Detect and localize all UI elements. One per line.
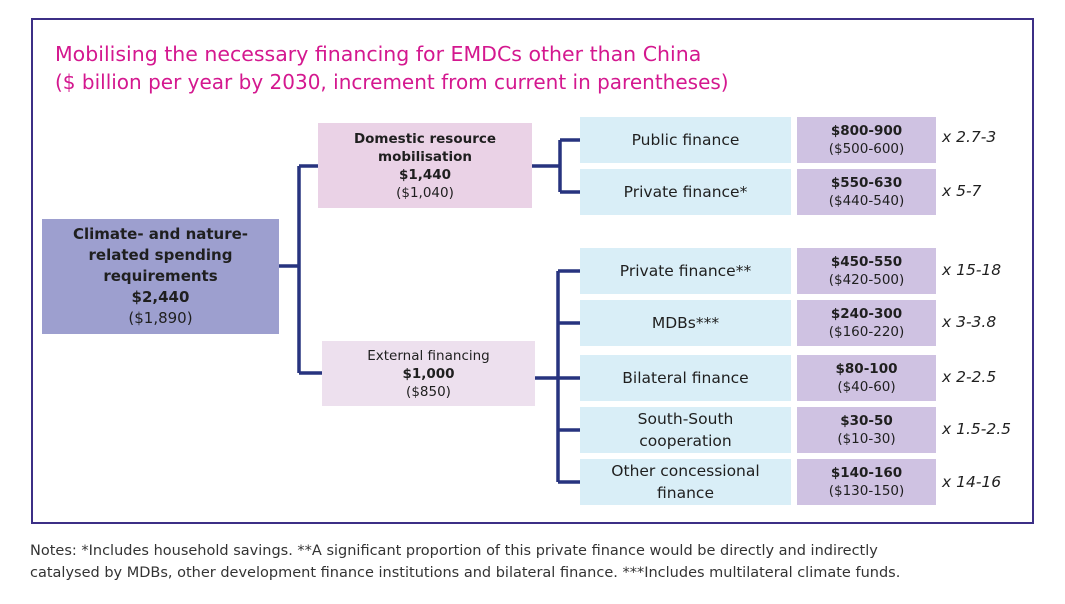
multiplier-south-south-cooperation: x 1.5-2.5 — [942, 420, 1011, 438]
root-value: $2,440 — [131, 288, 190, 306]
connector-external — [535, 269, 580, 484]
value-increment: ($10-30) — [837, 431, 896, 447]
value-increment: ($420-500) — [828, 272, 905, 288]
value-range: $800-900 — [830, 123, 903, 139]
value-box-private-finance-external: $450-550 ($420-500) — [797, 248, 936, 294]
figure-subtitle: ($ billion per year by 2030, increment f… — [55, 70, 729, 94]
source-label-line-1: South-South — [637, 410, 734, 428]
value-range: $550-630 — [830, 175, 903, 191]
value-range: $140-160 — [830, 465, 903, 481]
multiplier-private-finance-external: x 15-18 — [942, 261, 1002, 279]
value-box-private-finance-domestic: $550-630 ($440-540) — [797, 169, 936, 215]
value-range: $80-100 — [835, 361, 898, 377]
root-increment: ($1,890) — [128, 309, 193, 327]
multiplier-other-concessional-finance: x 14-16 — [942, 473, 1002, 491]
source-box-private-finance-domestic: Private finance* — [580, 169, 791, 215]
source-label-line-1: Other concessional — [611, 462, 760, 480]
source-box-south-south-cooperation: South-South cooperation — [580, 407, 791, 453]
source-label: MDBs*** — [651, 314, 720, 332]
domestic-value: $1,440 — [398, 166, 452, 183]
multiplier-mdbs: x 3-3.8 — [942, 313, 997, 331]
value-increment: ($500-600) — [828, 141, 905, 157]
value-increment: ($440-540) — [828, 193, 905, 209]
external-box: External financing $1,000 ($850) — [322, 341, 535, 406]
figure-frame — [31, 18, 1034, 524]
domestic-increment: ($1,040) — [396, 184, 454, 201]
source-box-other-concessional-finance: Other concessional finance — [580, 459, 791, 505]
value-increment: ($160-220) — [828, 324, 905, 340]
external-value: $1,000 — [402, 365, 455, 382]
value-range: $240-300 — [830, 306, 903, 322]
root-box-total-requirements: Climate- and nature- related spending re… — [42, 219, 279, 334]
value-box-mdbs: $240-300 ($160-220) — [797, 300, 936, 346]
value-box-other-concessional-finance: $140-160 ($130-150) — [797, 459, 936, 505]
figure-title: Mobilising the necessary financing for E… — [55, 42, 702, 66]
root-label-line-3: requirements — [103, 267, 218, 285]
domestic-box: Domestic resource mobilisation $1,440 ($… — [318, 123, 532, 208]
value-box-bilateral-finance: $80-100 ($40-60) — [797, 355, 936, 401]
multiplier-private-finance-domestic: x 5-7 — [942, 182, 982, 200]
figure-notes: Notes: *Includes household savings. **A … — [30, 540, 1030, 584]
source-label: Bilateral finance — [622, 369, 749, 387]
value-range: $450-550 — [830, 254, 903, 270]
notes-line-2: catalysed by MDBs, other development fin… — [30, 565, 901, 581]
multiplier-bilateral-finance: x 2-2.5 — [942, 368, 997, 386]
source-box-private-finance-external: Private finance** — [580, 248, 791, 294]
source-box-public-finance: Public finance — [580, 117, 791, 163]
value-increment: ($130-150) — [828, 483, 905, 499]
source-box-bilateral-finance: Bilateral finance — [580, 355, 791, 401]
domestic-label-line-2: mobilisation — [378, 148, 472, 165]
source-label: Private finance** — [619, 262, 752, 280]
root-label-line-1: Climate- and nature- — [72, 225, 249, 243]
connector-domestic — [532, 138, 580, 194]
source-label-line-2: finance — [657, 484, 714, 502]
connector-root — [279, 164, 322, 375]
source-label: Private finance* — [623, 183, 748, 201]
value-increment: ($40-60) — [837, 379, 896, 395]
domestic-label-line-1: Domestic resource — [353, 130, 497, 147]
multiplier-public-finance: x 2.7-3 — [942, 128, 997, 146]
source-label: Public finance — [631, 131, 740, 149]
value-box-south-south-cooperation: $30-50 ($10-30) — [797, 407, 936, 453]
external-increment: ($850) — [406, 383, 451, 400]
value-box-public-finance: $800-900 ($500-600) — [797, 117, 936, 163]
root-label-line-2: related spending — [88, 246, 233, 264]
source-label-line-2: cooperation — [639, 432, 732, 450]
source-box-mdbs: MDBs*** — [580, 300, 791, 346]
value-range: $30-50 — [840, 413, 893, 429]
notes-line-1: Notes: *Includes household savings. **A … — [30, 543, 878, 559]
external-label: External financing — [367, 347, 490, 364]
